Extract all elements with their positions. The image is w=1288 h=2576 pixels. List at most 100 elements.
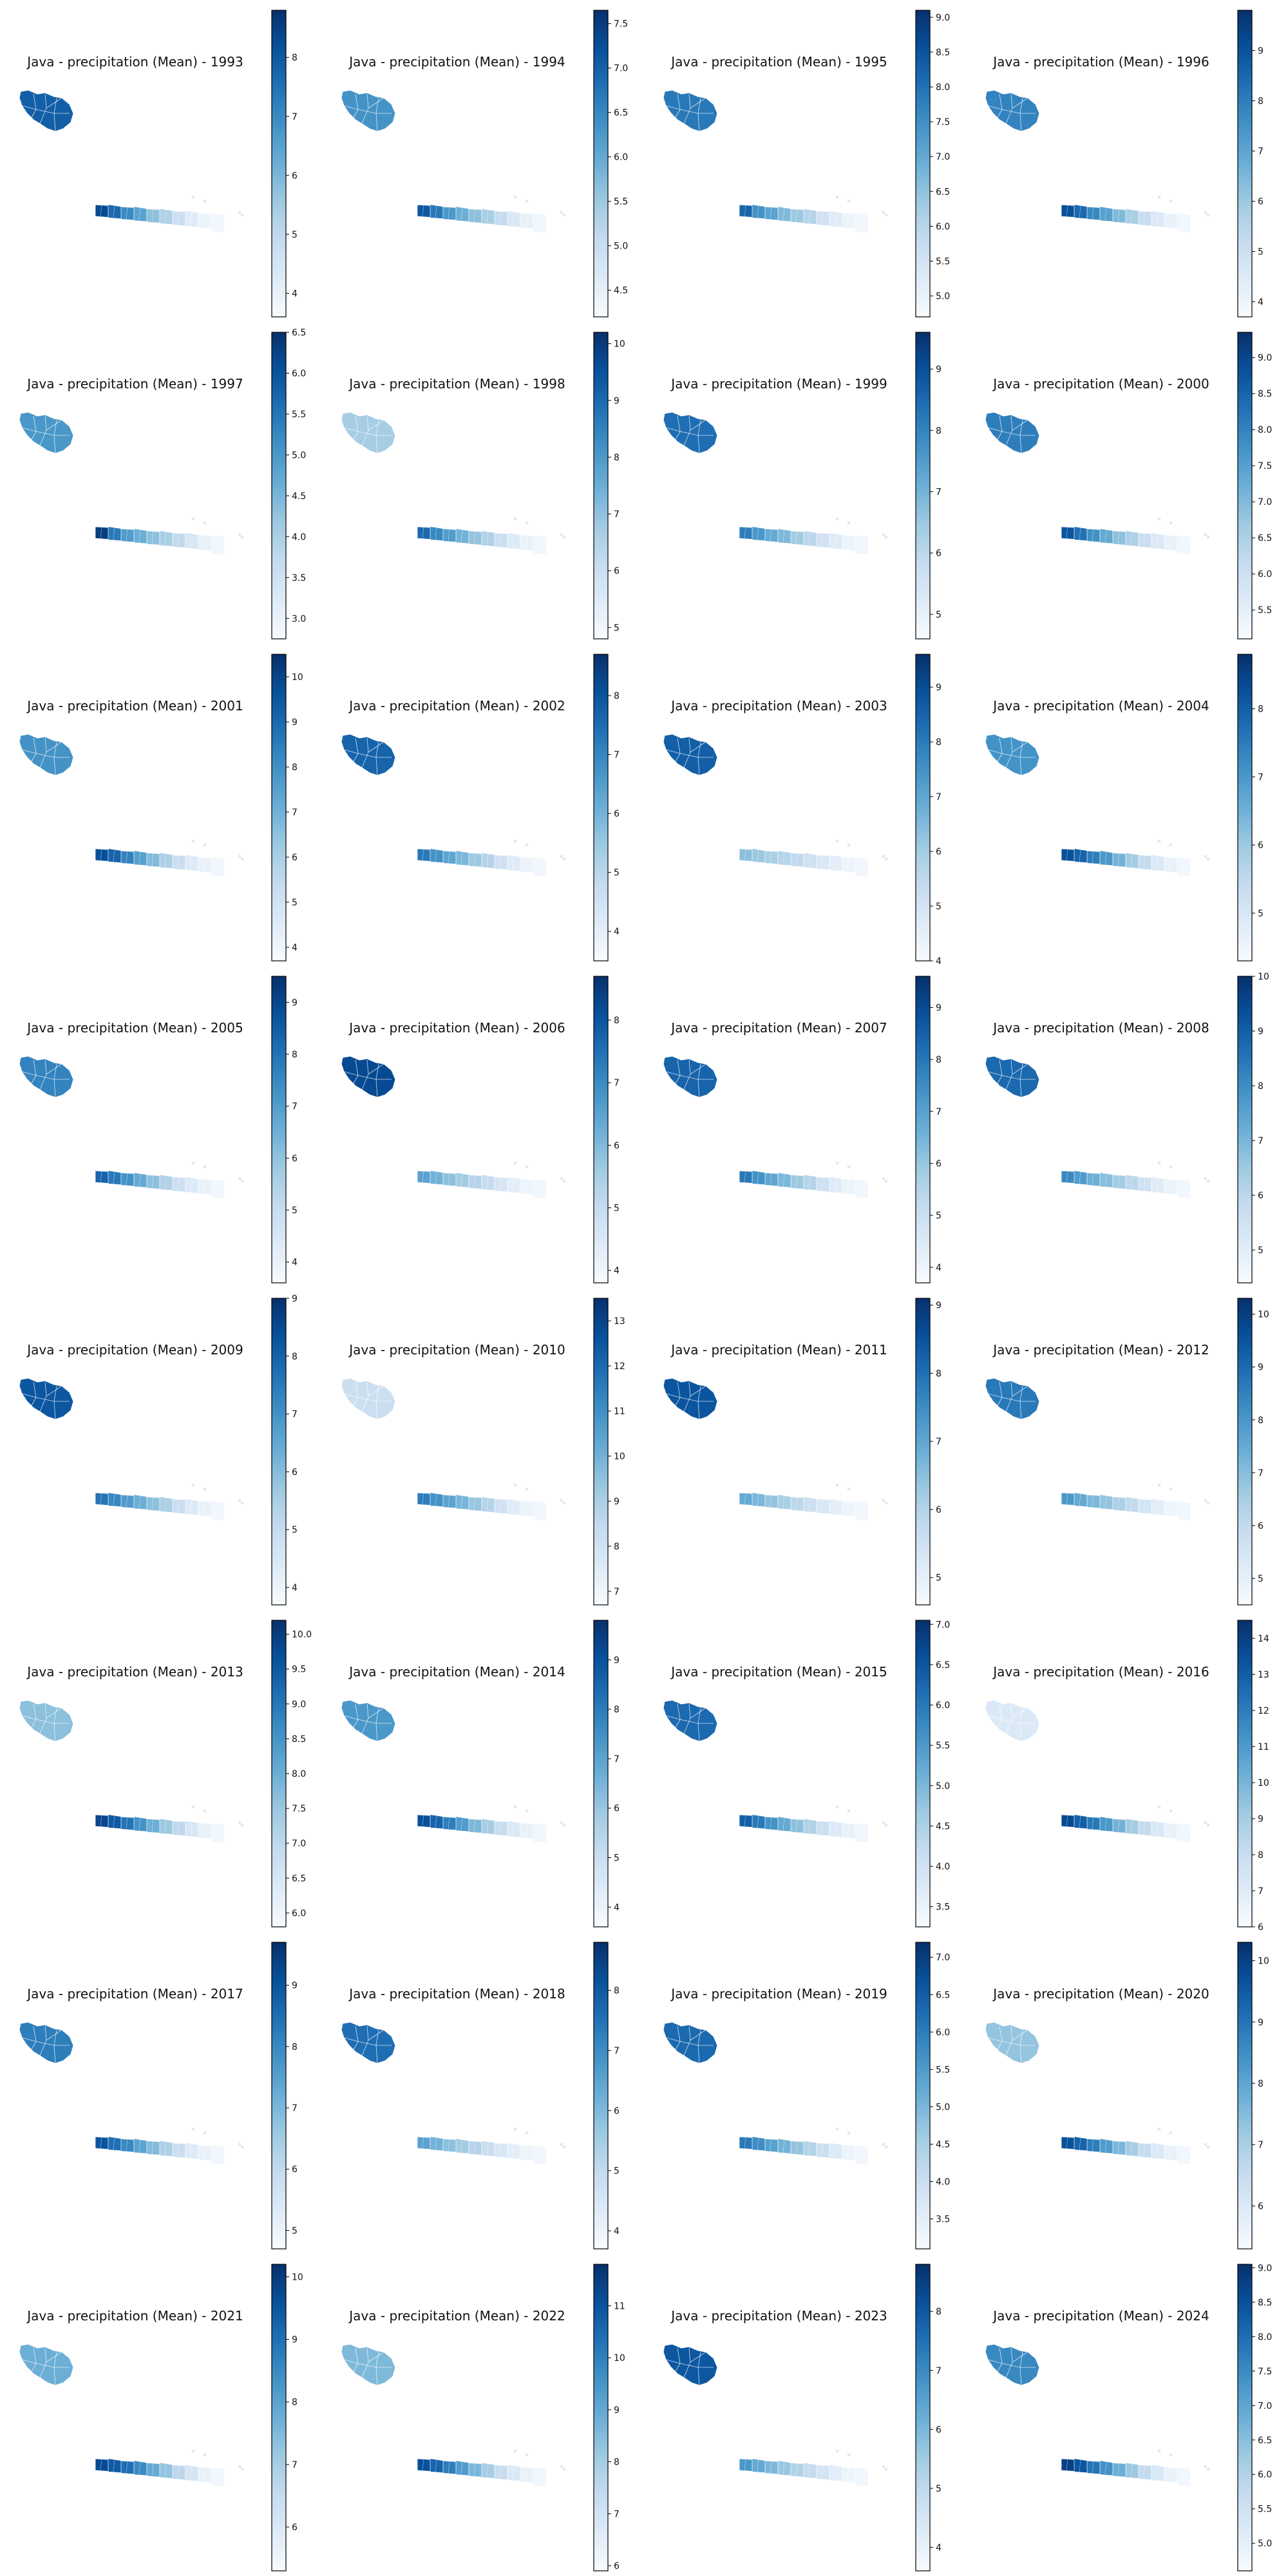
colorbar-tick-label: 10 (614, 1452, 625, 1462)
map-region-segment (520, 535, 534, 551)
colorbar-tick-label: 6 (292, 1467, 298, 1477)
map-region-segment (777, 206, 791, 222)
colorbar-tick-label: 5 (614, 1853, 620, 1864)
map-region-segment (211, 1178, 225, 1199)
map-region-segment (1138, 2143, 1152, 2159)
colorbar-tick-label: 5 (292, 1525, 298, 1535)
map-region-segment (533, 1500, 547, 1521)
colorbar-tick-label: 5.5 (1258, 605, 1272, 616)
map-region-segment (1074, 204, 1088, 220)
map-region-segment (494, 1821, 508, 1837)
map-region-segment (842, 213, 856, 229)
map-region-segment (1112, 1819, 1126, 1833)
map-panel-1998: Java - precipitation (Mean) - 1998 5 6 7 8 9 1… (322, 322, 644, 644)
colorbar-tick-label: 8 (1258, 96, 1264, 106)
map-region-segment (855, 1822, 869, 1843)
map-region-segment (764, 2460, 779, 2475)
map-region-west (663, 1056, 718, 1098)
colorbar-tick-label: 5 (614, 2166, 620, 2177)
map-region-segment (133, 2460, 147, 2476)
colorbar-tick-label: 7.0 (936, 1953, 950, 1963)
map-region-segment (146, 209, 160, 223)
map-region-segment (430, 848, 444, 864)
map-region-segment (739, 2458, 753, 2472)
map-region-west (341, 734, 396, 776)
colorbar (1237, 976, 1253, 1283)
colorbar (271, 976, 287, 1283)
colorbar-tick-label: 8.0 (292, 1769, 306, 1779)
colorbar-tick-label: 11 (614, 1406, 625, 1417)
map-region-segment (1061, 2136, 1075, 2150)
map-title: Java - precipitation (Mean) - 1993 (27, 54, 243, 70)
map-panel-2023: Java - precipitation (Mean) - 2023 4 5 6 7 8 (644, 2254, 966, 2576)
map-region-segment (146, 853, 160, 867)
colorbar-tick-label: 8 (1258, 705, 1264, 715)
map-svg: 3.0 3.5 4.0 4.5 5.0 5.5 6.0 6.5 (19, 328, 306, 639)
colorbar-tick-label: 7 (292, 808, 298, 818)
colorbar-tick-label: 6 (292, 171, 298, 181)
map-title: Java - precipitation (Mean) - 2009 (27, 1342, 243, 1358)
map-svg: 5.0 5.5 6.0 6.5 7.0 7.5 8.0 8.5 9.0 (663, 10, 950, 317)
map-region-segment (752, 1170, 766, 1186)
colorbar-tick-label: 11 (1258, 1742, 1269, 1752)
colorbar-tick-label: 3.5 (292, 573, 306, 583)
colorbar-tick-label: 6.0 (1258, 569, 1272, 580)
map-region-segment (816, 1177, 830, 1193)
map-title: Java - precipitation (Mean) - 2005 (27, 1020, 243, 1036)
map-region-segment (172, 211, 186, 227)
colorbar-tick-label: 10 (614, 2353, 625, 2363)
colorbar (593, 332, 609, 639)
map-region-segment (816, 1821, 830, 1837)
map-region-segment (739, 204, 753, 218)
map-panel-2020: Java - precipitation (Mean) - 2020 6 7 8 9 10 (966, 1932, 1288, 2254)
map-region-segment (842, 535, 856, 551)
map-region-segment (1177, 1822, 1191, 1843)
map-region-segment (1125, 208, 1139, 225)
colorbar-tick-label: 5.5 (936, 2065, 950, 2075)
map-region-segment (520, 1501, 534, 1517)
map-region-west (19, 1378, 74, 1420)
map-region-segment (211, 856, 225, 877)
map-region-segment (159, 852, 173, 869)
map-region-segment (108, 526, 122, 542)
colorbar-tick-label: 5 (292, 898, 298, 908)
map-region-segment (1164, 1501, 1178, 1517)
map-region-segment (430, 204, 444, 220)
map-region-segment (777, 1172, 791, 1188)
map-region-segment (185, 1498, 199, 1516)
map-svg: 6 7 8 9 10 (985, 1942, 1269, 2249)
map-region-west (985, 1378, 1040, 1420)
colorbar-tick-label: 5 (292, 2226, 298, 2236)
colorbar-tick-label: 8.0 (1258, 425, 1272, 435)
map-region-segment (1086, 2460, 1101, 2475)
colorbar-tick-label: 5.0 (292, 450, 306, 460)
map-region-segment (1074, 2136, 1088, 2152)
colorbar-tick-label: 5.5 (936, 256, 950, 267)
colorbar (593, 10, 609, 317)
colorbar (915, 332, 931, 639)
map-title: Java - precipitation (Mean) - 2004 (993, 698, 1209, 714)
map-region-segment (494, 211, 508, 227)
map-region-segment (739, 1492, 753, 1506)
map-region-segment (455, 206, 469, 222)
map-region-segment (829, 532, 843, 550)
map-region-segment (95, 204, 109, 218)
map-svg: 6 7 8 9 10 11 12 13 14 (985, 1620, 1269, 1932)
colorbar-tick-label: 5 (614, 1203, 620, 1213)
map-title: Java - precipitation (Mean) - 2017 (27, 1986, 243, 2002)
map-region-segment (211, 2466, 225, 2487)
colorbar-tick-label: 4 (936, 956, 942, 966)
map-panel-2016: Java - precipitation (Mean) - 2016 6 7 8 9 10… (966, 1610, 1288, 1932)
map-region-west (19, 2022, 74, 2064)
colorbar-tick-label: 5 (614, 623, 620, 633)
map-region-segment (120, 528, 135, 543)
map-region-segment (1177, 212, 1191, 233)
map-region-segment (816, 2143, 830, 2159)
map-region-segment (803, 2462, 817, 2479)
map-region-segment (1151, 2142, 1165, 2160)
colorbar-tick-label: 10 (1258, 1778, 1269, 1788)
map-region-segment (739, 1814, 753, 1828)
map-region-segment (1086, 1494, 1101, 1509)
map-svg: 5.5 6.0 6.5 7.0 7.5 8.0 8.5 9.0 (985, 332, 1272, 639)
map-panel-2000: Java - precipitation (Mean) - 2000 5.5 6.0… (966, 322, 1288, 644)
